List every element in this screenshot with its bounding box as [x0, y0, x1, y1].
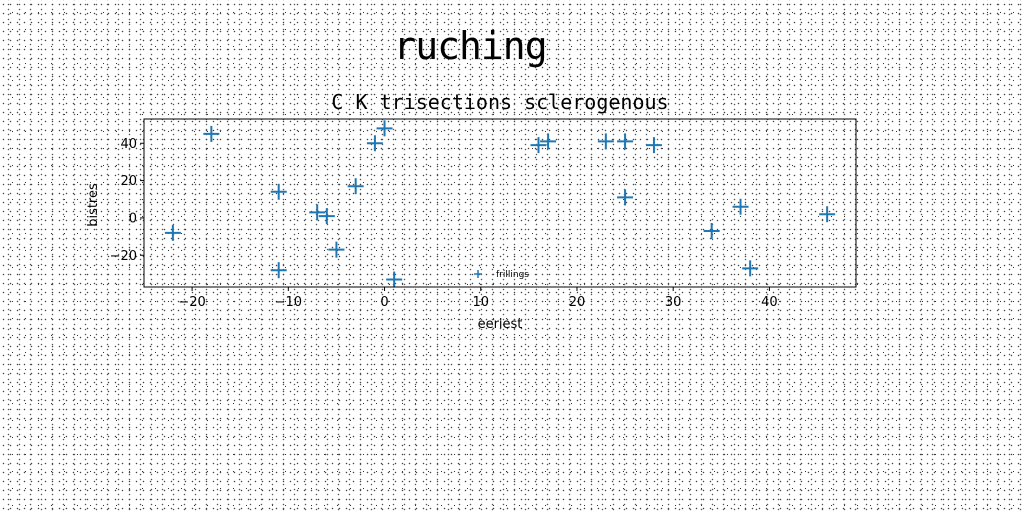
- data-point: [318, 208, 335, 225]
- x-tick-label: −20: [178, 295, 205, 310]
- legend-marker-glyph: [474, 270, 482, 278]
- x-tick-label: 20: [569, 295, 586, 310]
- data-point: [270, 183, 287, 200]
- data-points: [164, 120, 836, 288]
- data-point: [819, 206, 836, 223]
- data-point: [164, 224, 181, 241]
- y-axis-ticks: −20 0 20 40: [110, 137, 144, 264]
- data-point: [597, 133, 614, 150]
- x-axis-ticks: −20 −10 0 10 20 30 40: [178, 287, 778, 310]
- data-point: [742, 260, 759, 277]
- data-point: [386, 271, 403, 288]
- data-point: [376, 120, 393, 137]
- legend: frillings: [474, 270, 529, 280]
- x-tick-label: −10: [275, 295, 302, 310]
- data-point: [328, 241, 345, 258]
- x-tick-label: 0: [380, 295, 388, 310]
- data-point: [530, 137, 547, 154]
- x-tick-label: 10: [472, 295, 489, 310]
- data-point: [540, 133, 557, 150]
- data-point: [617, 189, 634, 206]
- figure-suptitle: ruching: [393, 24, 547, 68]
- data-point: [366, 135, 383, 152]
- x-tick-label: 40: [761, 295, 778, 310]
- x-axis-label: eeriest: [478, 317, 523, 332]
- data-point: [645, 137, 662, 154]
- y-tick-label: 20: [120, 174, 137, 189]
- y-tick-label: 0: [129, 211, 137, 226]
- y-tick-label: 40: [120, 137, 137, 152]
- data-point: [203, 125, 220, 142]
- data-point: [309, 204, 326, 221]
- data-point: [270, 262, 287, 279]
- y-tick-label: −20: [110, 249, 137, 264]
- plot-frame: [143, 118, 857, 288]
- x-tick-label: 30: [665, 295, 682, 310]
- data-point: [703, 223, 720, 239]
- data-point: [347, 178, 364, 195]
- legend-marker: [474, 270, 482, 278]
- legend-label: frillings: [496, 270, 529, 280]
- data-point: [617, 133, 634, 150]
- y-axis-label: bistres: [86, 183, 101, 227]
- data-point: [732, 198, 749, 215]
- chart-title: C K trisections sclerogenous: [331, 90, 669, 114]
